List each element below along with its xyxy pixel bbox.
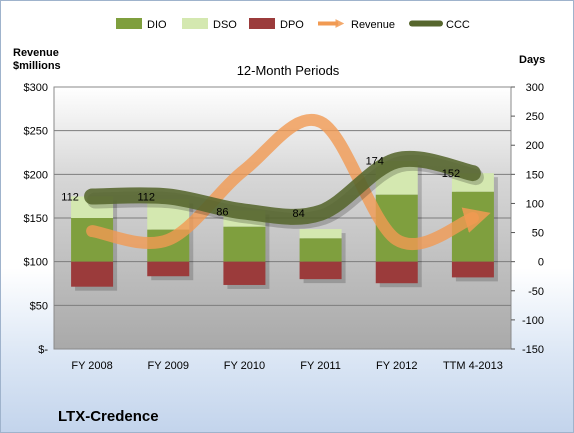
right-tick-label: 50 xyxy=(532,228,544,240)
left-axis-title: Revenue $millions xyxy=(13,47,62,72)
left-tick-label: $150 xyxy=(24,213,48,225)
x-tick-label: FY 2009 xyxy=(148,360,189,372)
right-tick-label: 100 xyxy=(526,198,544,210)
data-labels: 112 112 86 84 174 152 xyxy=(61,155,460,219)
left-tick-label: $50 xyxy=(30,300,48,312)
left-axis-title-line2: $millions xyxy=(13,60,61,72)
legend-label-dio: DIO xyxy=(147,19,167,31)
x-tick-label: FY 2010 xyxy=(224,360,265,372)
chart-title: 12-Month Periods xyxy=(237,63,340,78)
right-tick-label: -100 xyxy=(522,315,544,327)
legend-label-revenue: Revenue xyxy=(351,19,395,31)
ccc-data-label: 152 xyxy=(442,168,460,180)
legend-swatch-dpo xyxy=(249,18,275,29)
bar-dpo xyxy=(147,261,190,277)
revenue-line xyxy=(86,113,491,251)
x-tick-label: FY 2011 xyxy=(300,360,341,372)
legend-swatch-dio xyxy=(116,18,142,29)
lines xyxy=(84,113,491,251)
company-name: LTX-Credence xyxy=(58,408,159,425)
right-tick-label: 300 xyxy=(526,82,544,94)
left-tick-label: $100 xyxy=(24,257,48,269)
legend-label-ccc: CCC xyxy=(446,19,470,31)
ccc-data-label: 86 xyxy=(216,207,228,219)
ccc-data-label: 84 xyxy=(292,208,304,220)
left-tick-label: $300 xyxy=(24,82,48,94)
right-tick-label: -50 xyxy=(528,286,544,298)
left-tick-label: $250 xyxy=(24,126,48,138)
bar-dio xyxy=(223,226,266,262)
ccc-data-label: 112 xyxy=(61,191,79,203)
bar-dso xyxy=(299,229,342,239)
right-tick-label: 200 xyxy=(526,140,544,152)
right-tick-label: -150 xyxy=(522,344,544,356)
bar-dio xyxy=(299,238,342,262)
legend: DIO DSO DPO Revenue CCC xyxy=(116,18,470,31)
right-tick-label: 150 xyxy=(526,169,544,181)
left-tick-label: $- xyxy=(38,344,48,356)
x-tick-label: FY 2008 xyxy=(71,360,112,372)
ccc-data-label: 112 xyxy=(137,191,155,203)
legend-swatch-dso xyxy=(182,18,208,29)
right-axis: -150 -100 -50 0 50 100 150 200 250 300 xyxy=(511,82,544,356)
bar-dpo xyxy=(375,261,418,284)
legend-label-dso: DSO xyxy=(213,19,237,31)
legend-label-dpo: DPO xyxy=(280,19,304,31)
bar-dpo xyxy=(71,261,114,287)
left-axis: $- $50 $100 $150 $200 $250 $300 xyxy=(24,82,49,356)
x-axis: FY 2008 FY 2009 FY 2010 FY 2011 FY 2012 TTM 4… xyxy=(71,360,502,372)
bar-dpo xyxy=(223,261,266,285)
x-tick-label: TTM 4-2013 xyxy=(443,360,503,372)
bar-dpo xyxy=(451,261,494,278)
left-tick-label: $200 xyxy=(24,169,48,181)
right-axis-title: Days xyxy=(519,54,545,66)
ccc-data-label: 174 xyxy=(366,155,384,167)
bar-dpo xyxy=(299,261,342,280)
right-tick-label: 0 xyxy=(538,257,544,269)
right-tick-label: 250 xyxy=(526,111,544,123)
left-axis-title-line1: Revenue xyxy=(13,47,59,59)
ccc-line xyxy=(84,150,481,225)
x-tick-label: FY 2012 xyxy=(376,360,417,372)
